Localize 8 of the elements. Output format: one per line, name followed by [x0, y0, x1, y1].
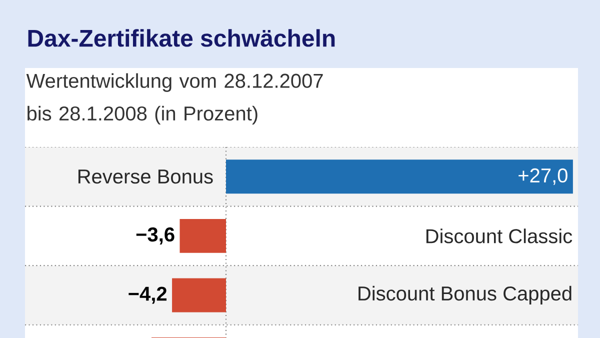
data-label: −4,2	[128, 286, 167, 304]
data-label: +27,0	[518, 168, 568, 185]
data-label: −3,6	[136, 227, 174, 244]
y-tick-label: Reverse Bonus	[78, 170, 213, 184]
y-tick-label: Discount Classic	[426, 228, 572, 244]
y-tick-label: Discount Bonus Capped	[358, 286, 572, 305]
chart-title: Dax-Zertifikate schwächeln	[28, 29, 335, 47]
chart-subtitle: Wertentwicklung vom 28.12.2007 bis 28.1.2008 (in Prozent)	[26, 73, 323, 125]
